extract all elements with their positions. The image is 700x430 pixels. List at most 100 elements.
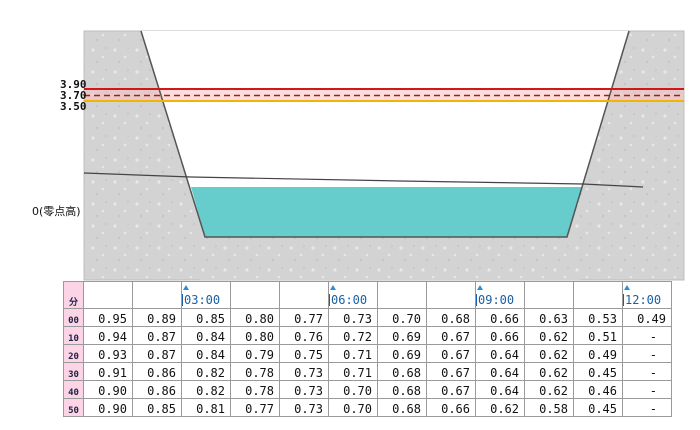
time-label: 03:00: [184, 293, 221, 307]
water-level-cell: 0.62: [524, 326, 574, 345]
water-level-cell: 0.79: [230, 344, 280, 363]
time-header-cell: [524, 281, 574, 309]
time-header-cell: [132, 281, 182, 309]
water-level-cell: 0.87: [132, 326, 182, 345]
water-level-cell: 0.73: [279, 398, 329, 417]
water-level-cell: 0.45: [573, 362, 623, 381]
water-level-cell: -: [622, 362, 672, 381]
minute-label-cell: 00: [63, 308, 84, 327]
water-level-cell: 0.63: [524, 308, 574, 327]
water-level-cell: 0.53: [573, 308, 623, 327]
time-header-cell: [377, 281, 427, 309]
water-level-cell: 0.82: [181, 380, 231, 399]
triangle-marker-icon: [624, 285, 630, 290]
table-row: 50 0.90 0.85 0.81 0.77 0.73 0.70 0.68 0.66 0.62 0.…: [63, 398, 672, 417]
water-level-cell: 0.75: [279, 344, 329, 363]
water-body: [191, 187, 583, 237]
triangle-marker-icon: [477, 285, 483, 290]
time-marker: 09:00: [476, 283, 524, 308]
water-level-cell: 0.90: [83, 380, 133, 399]
water-level-cell: 0.82: [181, 362, 231, 381]
water-level-cell: 0.62: [475, 398, 525, 417]
water-level-cell: 0.67: [426, 326, 476, 345]
water-level-cell: -: [622, 380, 672, 399]
water-level-cell: -: [622, 344, 672, 363]
water-level-cell: 0.78: [230, 362, 280, 381]
time-header-cell: 12:00: [622, 281, 672, 309]
time-label: 06:00: [331, 293, 368, 307]
minute-header-cell: 分: [63, 281, 84, 309]
water-level-cell: 0.72: [328, 326, 378, 345]
water-level-cell: 0.62: [524, 380, 574, 399]
time-header-row: 分 03:00 06:00 09:00 12:00: [63, 281, 672, 309]
water-level-cell: 0.73: [279, 362, 329, 381]
time-label: 12:00: [625, 293, 662, 307]
water-level-cell: 0.77: [230, 398, 280, 417]
water-level-cell: 0.58: [524, 398, 574, 417]
time-marker: 06:00: [329, 283, 377, 308]
time-divider: [182, 294, 183, 306]
water-level-cell: 0.73: [279, 380, 329, 399]
time-divider: [476, 294, 477, 306]
zero-height-label: 0(零点高): [32, 205, 81, 218]
time-header-cell: 03:00: [181, 281, 231, 309]
channel-fill-lower: [200, 237, 580, 280]
river-cross-section: [83, 30, 685, 281]
water-level-cell: 0.86: [132, 362, 182, 381]
water-level-cell: 0.80: [230, 326, 280, 345]
minute-label-cell: 20: [63, 344, 84, 363]
time-header-cell: [426, 281, 476, 309]
water-level-cell: 0.70: [328, 380, 378, 399]
table-row: 20 0.93 0.87 0.84 0.79 0.75 0.71 0.69 0.67 0.64 0.…: [63, 344, 672, 363]
water-level-cell: 0.45: [573, 398, 623, 417]
water-level-cell: 0.94: [83, 326, 133, 345]
water-level-cell: 0.70: [328, 398, 378, 417]
water-level-cell: 0.67: [426, 344, 476, 363]
water-level-cell: 0.78: [230, 380, 280, 399]
water-level-cell: 0.66: [426, 398, 476, 417]
water-level-cell: 0.64: [475, 380, 525, 399]
channel-area: [141, 31, 629, 237]
minute-label-cell: 50: [63, 398, 84, 417]
water-level-cell: 0.68: [377, 362, 427, 381]
time-divider: [623, 294, 624, 306]
time-header-cell: 06:00: [328, 281, 378, 309]
minute-label-cell: 40: [63, 380, 84, 399]
water-level-cell: 0.84: [181, 326, 231, 345]
left-bank-edge: [140, 30, 630, 238]
water-level-cell: 0.66: [475, 326, 525, 345]
water-level-cell: 0.67: [426, 380, 476, 399]
water-level-cell: 0.85: [132, 398, 182, 417]
water-level-cell: 0.68: [377, 380, 427, 399]
water-level-cell: 0.62: [524, 362, 574, 381]
water-level-cell: 0.71: [328, 362, 378, 381]
water-level-cell: 0.69: [377, 344, 427, 363]
water-level-cell: 0.46: [573, 380, 623, 399]
triangle-marker-icon: [330, 285, 336, 290]
water-level-cell: 0.77: [279, 308, 329, 327]
table-row: 30 0.91 0.86 0.82 0.78 0.73 0.71 0.68 0.67 0.64 0.…: [63, 362, 672, 381]
time-marker: 12:00: [623, 283, 671, 308]
water-level-cell: 0.62: [524, 344, 574, 363]
water-level-cell: 0.76: [279, 326, 329, 345]
water-level-cell: 0.49: [573, 344, 623, 363]
time-divider: [329, 294, 330, 306]
water-level-cell: 0.85: [181, 308, 231, 327]
water-level-cell: 0.93: [83, 344, 133, 363]
water-level-cell: -: [622, 326, 672, 345]
water-level-cell: 0.49: [622, 308, 672, 327]
table-row: 10 0.94 0.87 0.84 0.80 0.76 0.72 0.69 0.67 0.66 0.…: [63, 326, 672, 345]
water-level-cell: 0.73: [328, 308, 378, 327]
triangle-marker-icon: [183, 285, 189, 290]
level-label-mid: 3.70: [60, 89, 87, 102]
minute-label-cell: 10: [63, 326, 84, 345]
water-level-cell: 0.67: [426, 362, 476, 381]
water-level-cell: 0.90: [83, 398, 133, 417]
water-level-cell: 0.95: [83, 308, 133, 327]
warning-band: [84, 89, 684, 100]
water-level-cell: 0.87: [132, 344, 182, 363]
water-level-cell: 0.64: [475, 344, 525, 363]
time-header-cell: [573, 281, 623, 309]
time-header-cell: 09:00: [475, 281, 525, 309]
water-level-cell: 0.68: [377, 398, 427, 417]
